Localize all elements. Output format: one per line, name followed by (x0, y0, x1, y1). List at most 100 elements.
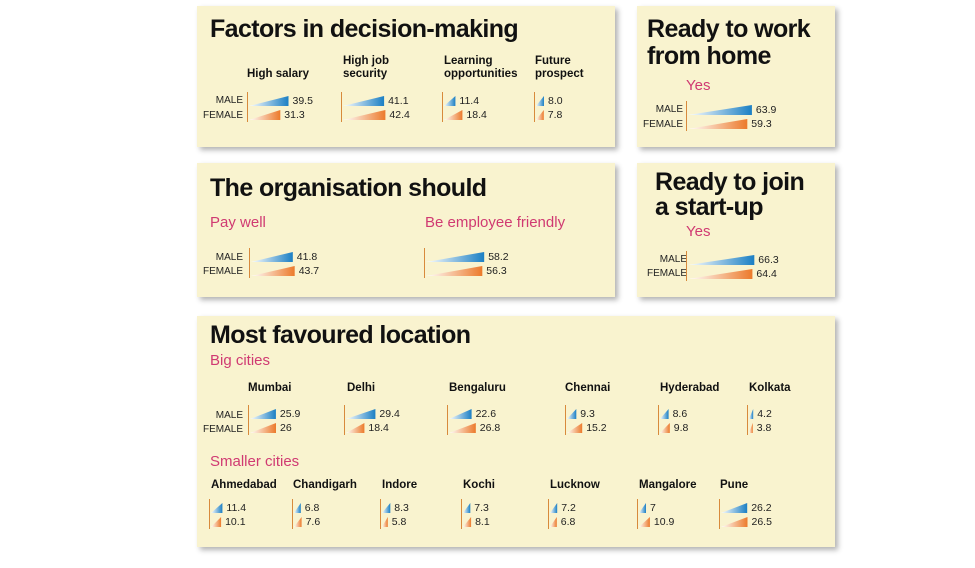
small-lucknow-male-bar (550, 503, 558, 513)
factors-high-salary-male-value: 39.5 (292, 95, 313, 107)
big-bengaluru-male-value: 22.6 (475, 408, 497, 420)
wfh-male-label: MALE (655, 104, 683, 115)
wfh-yes-female-bar-shape (688, 119, 748, 129)
org-pay-well-female-value: 43.7 (298, 265, 320, 277)
factors-high-salary-female-bar-shape (249, 110, 281, 120)
big-bengaluru-male-bar-shape (449, 409, 472, 419)
small-mangalore-female-value: 10.9 (653, 516, 675, 528)
location-panel (197, 316, 835, 547)
big-hyderabad-male-bar (660, 409, 669, 419)
org-pay-well-male-bar-shape (251, 252, 293, 262)
small-lucknow-male-bar-shape (550, 503, 558, 513)
startup-title-line1: Ready to join (655, 168, 805, 196)
org-be-employee-friendly-male-bar-shape (426, 252, 485, 262)
big-kolkata-female-bar (749, 423, 753, 433)
small-ahmedabad-baseline (209, 499, 210, 529)
factors-high-salary-female-bar (249, 110, 281, 120)
big-chennai-female-bar (567, 423, 583, 433)
small-chandigarh-female-value: 7.6 (305, 516, 321, 528)
org-be-employee-friendly-male-value: 58.2 (488, 251, 509, 263)
factors-learning-opportunities-male-bar-shape (444, 96, 456, 106)
org-title: The organisation should (210, 174, 487, 202)
location-title: Most favoured location (210, 321, 471, 349)
org-pay-well-male-bar (251, 252, 293, 262)
factors-learning-opportunities-female-bar (444, 110, 463, 120)
wfh-yes-male-value: 63.9 (755, 104, 777, 116)
small-mangalore-female-bar-shape (639, 517, 650, 527)
big-delhi-male-value: 29.4 (379, 408, 400, 420)
factors-high-job-security-male-value: 41.1 (388, 95, 409, 107)
factors-learning-opportunities-male-value: 11.4 (459, 95, 480, 107)
startup-yes-female-value: 64.4 (756, 268, 777, 280)
small-lucknow-female-bar-shape (550, 517, 557, 527)
big-bengaluru-female-value: 26.8 (479, 422, 501, 434)
startup-yes-female-bar-shape (688, 269, 753, 279)
small-ahmedabad-male-value: 11.4 (226, 502, 247, 514)
small-pune-male-bar (721, 503, 748, 513)
small-ahmedabad-female-bar (211, 517, 222, 527)
small-mangalore-male-bar (639, 503, 646, 513)
big-chennai-male-value: 9.3 (580, 408, 595, 420)
wfh-title-line2: from home (647, 42, 771, 70)
small-ahmedabad-female-value: 10.1 (225, 516, 246, 528)
small-indore-male-value: 8.3 (394, 502, 409, 514)
org-be-employee-friendly-female-bar-shape (426, 266, 483, 276)
startup-yes-male-bar (688, 255, 755, 265)
big-hyderabad-female-value: 9.8 (673, 422, 689, 434)
small-indore-male-bar (382, 503, 391, 513)
factors-male-label: MALE (215, 95, 243, 106)
small-pune-male-value: 26.2 (751, 502, 772, 514)
big-chennai-female-value: 15.2 (586, 422, 607, 434)
big-mumbai-male-value: 25.9 (279, 408, 301, 420)
factors-future-prospect-female-value: 7.8 (547, 109, 563, 121)
small-indore-baseline (380, 499, 381, 529)
small-kochi-male-bar (463, 503, 471, 513)
small-lucknow-female-bar (550, 517, 557, 527)
big-mumbai-heading: Mumbai (248, 382, 292, 394)
big-kolkata-male-bar-shape (749, 409, 754, 419)
big-chennai-baseline (565, 405, 566, 435)
small-kochi-male-value: 7.3 (474, 502, 489, 514)
org-be-employee-friendly-female-bar (426, 266, 483, 276)
small-kochi-heading: Kochi (463, 479, 495, 491)
org-be-employee-friendly-baseline (424, 248, 425, 278)
small-pune-male-bar-shape (721, 503, 748, 513)
big-bengaluru-female-bar (449, 423, 476, 433)
big-hyderabad-baseline (658, 405, 659, 435)
factors-learning-opportunities-male-bar (444, 96, 456, 106)
startup-subtitle: Yes (686, 223, 711, 240)
factors-learning-opportunities-heading: Learning opportunities (444, 55, 518, 80)
big-chennai-female-bar-shape (567, 423, 583, 433)
factors-high-salary-heading: High salary (247, 68, 309, 80)
big-chennai-male-bar-shape (567, 409, 577, 419)
factors-high-job-security-baseline (341, 92, 342, 122)
factors-future-prospect-male-value: 8.0 (548, 95, 563, 107)
small-mangalore-male-bar-shape (639, 503, 646, 513)
org-pay-well-female-bar (251, 266, 295, 276)
small-pune-baseline (719, 499, 720, 529)
small-lucknow-heading: Lucknow (550, 479, 600, 491)
big-delhi-female-bar (346, 423, 365, 433)
wfh-yes-baseline (686, 101, 687, 131)
big-bengaluru-baseline (447, 405, 448, 435)
factors-future-prospect-male-bar (536, 96, 544, 106)
small-ahmedabad-heading: Ahmedabad (211, 479, 277, 491)
small-chandigarh-female-bar (294, 517, 302, 527)
small-mangalore-baseline (637, 499, 638, 529)
small-pune-female-bar (721, 517, 748, 527)
wfh-yes-female-bar (688, 119, 748, 129)
factors-high-salary-baseline (247, 92, 248, 122)
big-hyderabad-female-bar (660, 423, 670, 433)
big-mumbai-female-bar-shape (250, 423, 276, 433)
startup-yes-baseline (686, 251, 687, 281)
big-bengaluru-male-bar (449, 409, 472, 419)
small-chandigarh-male-bar (294, 503, 301, 513)
big-female-label: FEMALE (202, 424, 243, 435)
startup-male-label: MALE (659, 254, 687, 265)
startup-yes-male-value: 66.3 (758, 254, 779, 266)
factors-high-salary-male-bar-shape (249, 96, 289, 106)
org-pay-well-label: Pay well (210, 214, 266, 231)
big-bengaluru-heading: Bengaluru (449, 382, 506, 394)
big-mumbai-male-bar (250, 409, 276, 419)
big-delhi-heading: Delhi (347, 382, 376, 394)
